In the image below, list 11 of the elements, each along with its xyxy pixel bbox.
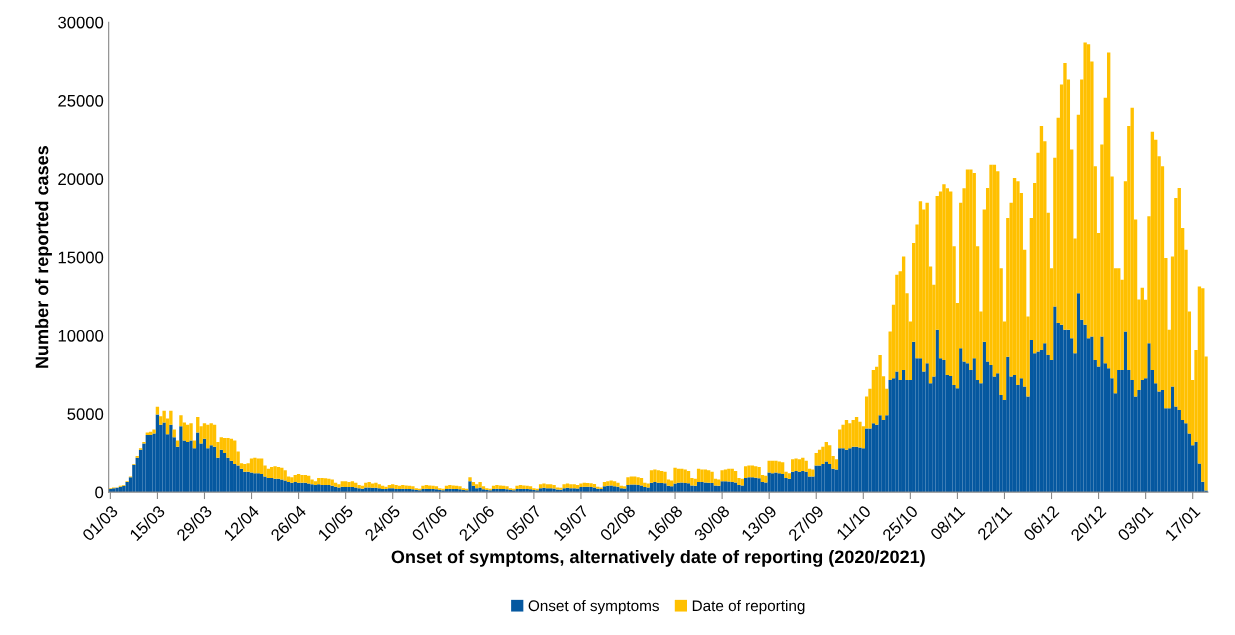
x-axis-title: Onset of symptoms, alternatively date of reporting (2020/2021)	[391, 549, 925, 567]
y-tick-label: 30000	[58, 16, 104, 29]
y-tick-label: 15000	[58, 251, 104, 264]
y-tick-label: 10000	[58, 329, 104, 342]
y-axis-title: Number of reported cases	[35, 146, 52, 368]
y-tick-label: 25000	[58, 94, 104, 107]
y-tick-label: 0	[95, 486, 104, 499]
legend-label: Onset of symptoms	[528, 599, 659, 615]
legend-label: Date of reporting	[692, 599, 805, 615]
y-tick-label: 20000	[58, 173, 104, 186]
y-tick-label: 5000	[67, 408, 104, 421]
